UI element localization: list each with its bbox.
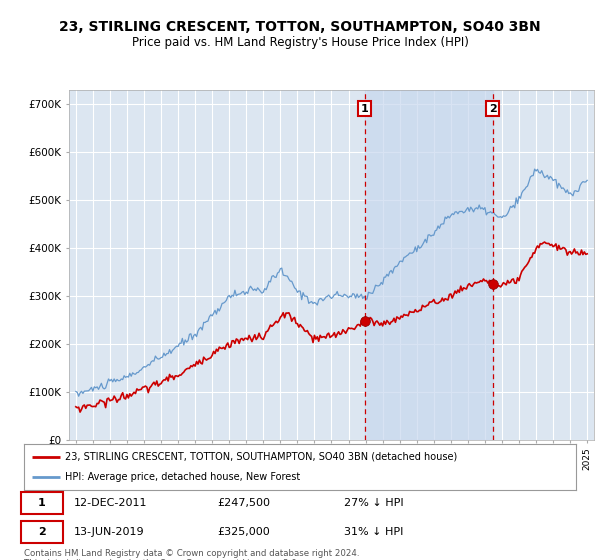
- Text: Contains HM Land Registry data © Crown copyright and database right 2024.
This d: Contains HM Land Registry data © Crown c…: [24, 549, 359, 560]
- Text: 12-DEC-2011: 12-DEC-2011: [74, 498, 147, 508]
- FancyBboxPatch shape: [21, 492, 62, 514]
- Text: £325,000: £325,000: [217, 527, 270, 537]
- Text: 2: 2: [38, 527, 46, 537]
- Text: 1: 1: [38, 498, 46, 508]
- Text: 31% ↓ HPI: 31% ↓ HPI: [344, 527, 404, 537]
- Text: 1: 1: [361, 104, 368, 114]
- Bar: [365, 90, 493, 440]
- Text: Price paid vs. HM Land Registry's House Price Index (HPI): Price paid vs. HM Land Registry's House …: [131, 36, 469, 49]
- Text: 2: 2: [489, 104, 496, 114]
- Text: 23, STIRLING CRESCENT, TOTTON, SOUTHAMPTON, SO40 3BN (detached house): 23, STIRLING CRESCENT, TOTTON, SOUTHAMPT…: [65, 452, 458, 462]
- Text: 13-JUN-2019: 13-JUN-2019: [74, 527, 145, 537]
- FancyBboxPatch shape: [21, 521, 62, 543]
- Text: HPI: Average price, detached house, New Forest: HPI: Average price, detached house, New …: [65, 472, 301, 482]
- Text: 27% ↓ HPI: 27% ↓ HPI: [344, 498, 404, 508]
- Text: £247,500: £247,500: [217, 498, 270, 508]
- Text: 23, STIRLING CRESCENT, TOTTON, SOUTHAMPTON, SO40 3BN: 23, STIRLING CRESCENT, TOTTON, SOUTHAMPT…: [59, 20, 541, 34]
